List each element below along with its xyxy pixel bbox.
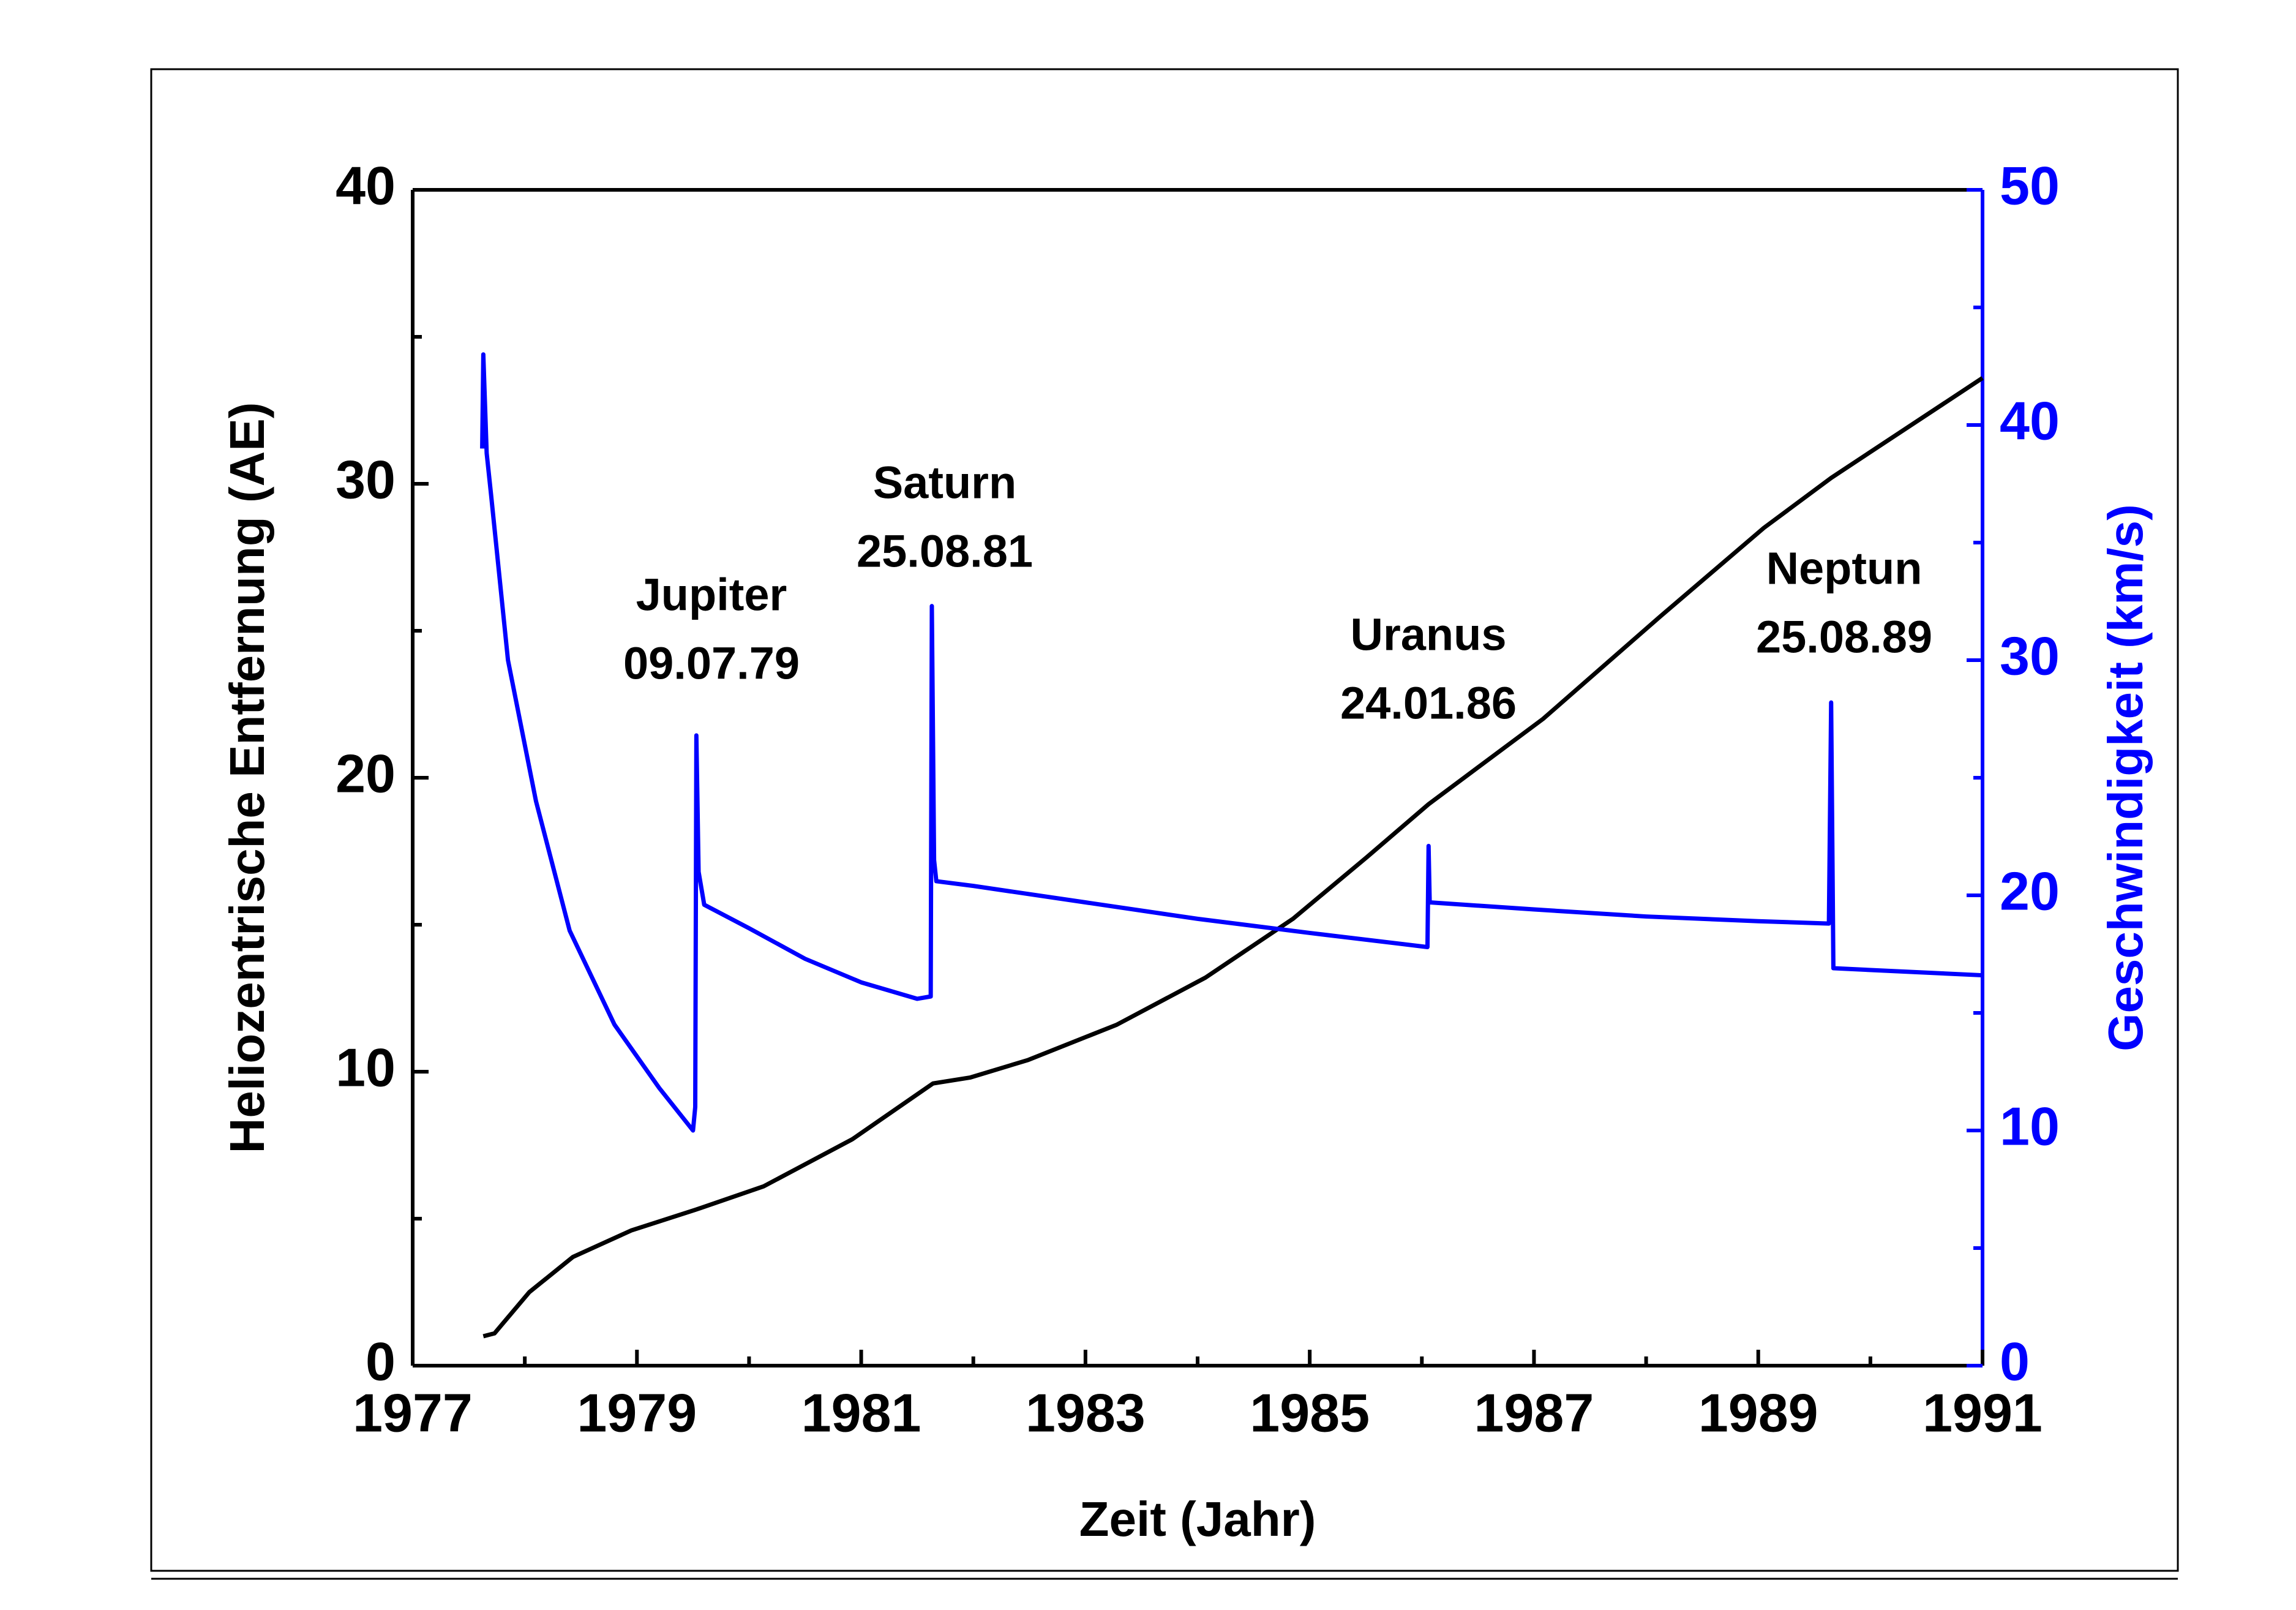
annotation: 09.07.79: [623, 638, 800, 689]
y2-tick-label: 10: [2000, 1096, 2060, 1156]
y2-axis-label: Geschwindigkeit (km/s): [2098, 504, 2153, 1051]
x-tick-label: 1987: [1474, 1382, 1594, 1443]
x-tick-label: 1981: [801, 1382, 921, 1443]
annotation: 25.08.89: [1756, 612, 1932, 663]
annotation: Jupiter: [636, 570, 787, 620]
x-tick-label: 1979: [577, 1382, 697, 1443]
y2-tick-label: 50: [2000, 155, 2060, 216]
frame: [150, 68, 2179, 1572]
x-tick-label: 1985: [1250, 1382, 1370, 1443]
x-tick-label: 1989: [1698, 1382, 1818, 1443]
annotation: Saturn: [873, 457, 1016, 508]
x-axis-label: Zeit (Jahr): [1079, 1492, 1316, 1546]
y-tick-label: 30: [336, 449, 396, 510]
y-tick-label: 40: [336, 155, 396, 216]
annotation: Uranus: [1351, 609, 1507, 660]
series-line: [480, 352, 1983, 1133]
annotation: Neptun: [1766, 543, 1923, 594]
y2-tick-label: 20: [2000, 860, 2060, 921]
y-axis-label: Heliozentrische Entfernung (AE): [220, 402, 274, 1154]
y-tick-label: 20: [336, 743, 396, 803]
x-tick-label: 1977: [353, 1382, 473, 1443]
annotation: 24.01.86: [1340, 678, 1517, 729]
y2-tick-label: 40: [2000, 390, 2060, 451]
y2-tick-label: 0: [2000, 1331, 2030, 1391]
annotation: 25.08.81: [857, 526, 1033, 577]
series-line: [482, 376, 1984, 1339]
x-tick-label: 1991: [1923, 1382, 2043, 1443]
y-tick-label: 0: [366, 1331, 396, 1391]
y2-tick-label: 30: [2000, 625, 2060, 686]
x-tick-label: 1983: [1026, 1382, 1146, 1443]
y-tick-label: 10: [336, 1037, 396, 1097]
